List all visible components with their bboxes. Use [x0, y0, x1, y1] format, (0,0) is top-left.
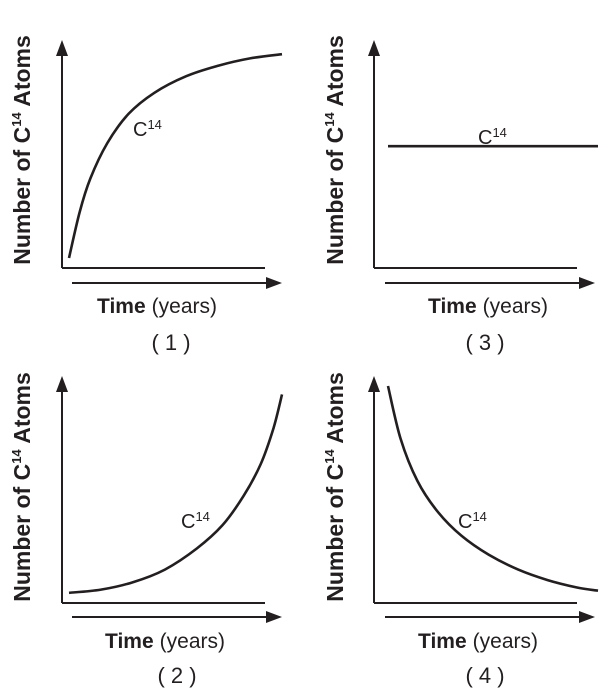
panel-3-y-axis-label: Number of C14 Atoms: [322, 35, 348, 265]
panel-4: C14 Number of C14 Atoms Time (years) ( 4 …: [322, 372, 599, 688]
panel-3-curve-label: C14: [478, 125, 507, 149]
panel-1-x-axis-label: Time (years): [97, 295, 217, 318]
panel-3-x-axis-label: Time (years): [428, 295, 548, 318]
panel-4-curve: [386, 385, 599, 592]
panel-1-curve: [67, 52, 283, 259]
panel-2-y-axis-arrow-icon: [56, 376, 68, 392]
panel-4-x-axis-arrow-icon: [579, 611, 595, 623]
panel-1-y-axis-arrow-icon: [56, 40, 68, 56]
panel-2: C14 Number of C14 Atoms Time (years) ( 2 …: [9, 372, 284, 688]
panel-1: C14 Number of C14 Atoms Time (years) ( 1 …: [9, 35, 283, 355]
panel-4-y-axis-label: Number of C14 Atoms: [322, 372, 348, 602]
panel-1-curve-label: C14: [133, 117, 162, 141]
panel-1-choice-number: ( 1 ): [151, 330, 190, 355]
panel-2-curve: [68, 394, 284, 595]
panel-2-curve-label: C14: [181, 509, 210, 533]
panel-4-curve-label: C14: [458, 509, 487, 533]
panel-4-choice-number: ( 4 ): [465, 663, 504, 688]
panel-3-y-axis-arrow-icon: [368, 40, 380, 56]
panel-2-x-axis-arrow-icon: [266, 611, 282, 623]
panel-3-x-axis-arrow-icon: [579, 277, 595, 289]
panel-2-choice-number: ( 2 ): [157, 663, 196, 688]
panel-3: C14 Number of C14 Atoms Time (years) ( 3 …: [322, 35, 598, 355]
panel-4-y-axis-arrow-icon: [368, 376, 380, 392]
panel-4-x-axis-label: Time (years): [418, 630, 538, 653]
panel-3-choice-number: ( 3 ): [465, 330, 504, 355]
panel-2-y-axis-label: Number of C14 Atoms: [9, 372, 35, 602]
panel-1-y-axis-label: Number of C14 Atoms: [9, 35, 35, 265]
panel-1-x-axis-arrow-icon: [266, 277, 282, 289]
panel-2-x-axis-label: Time (years): [105, 630, 225, 653]
